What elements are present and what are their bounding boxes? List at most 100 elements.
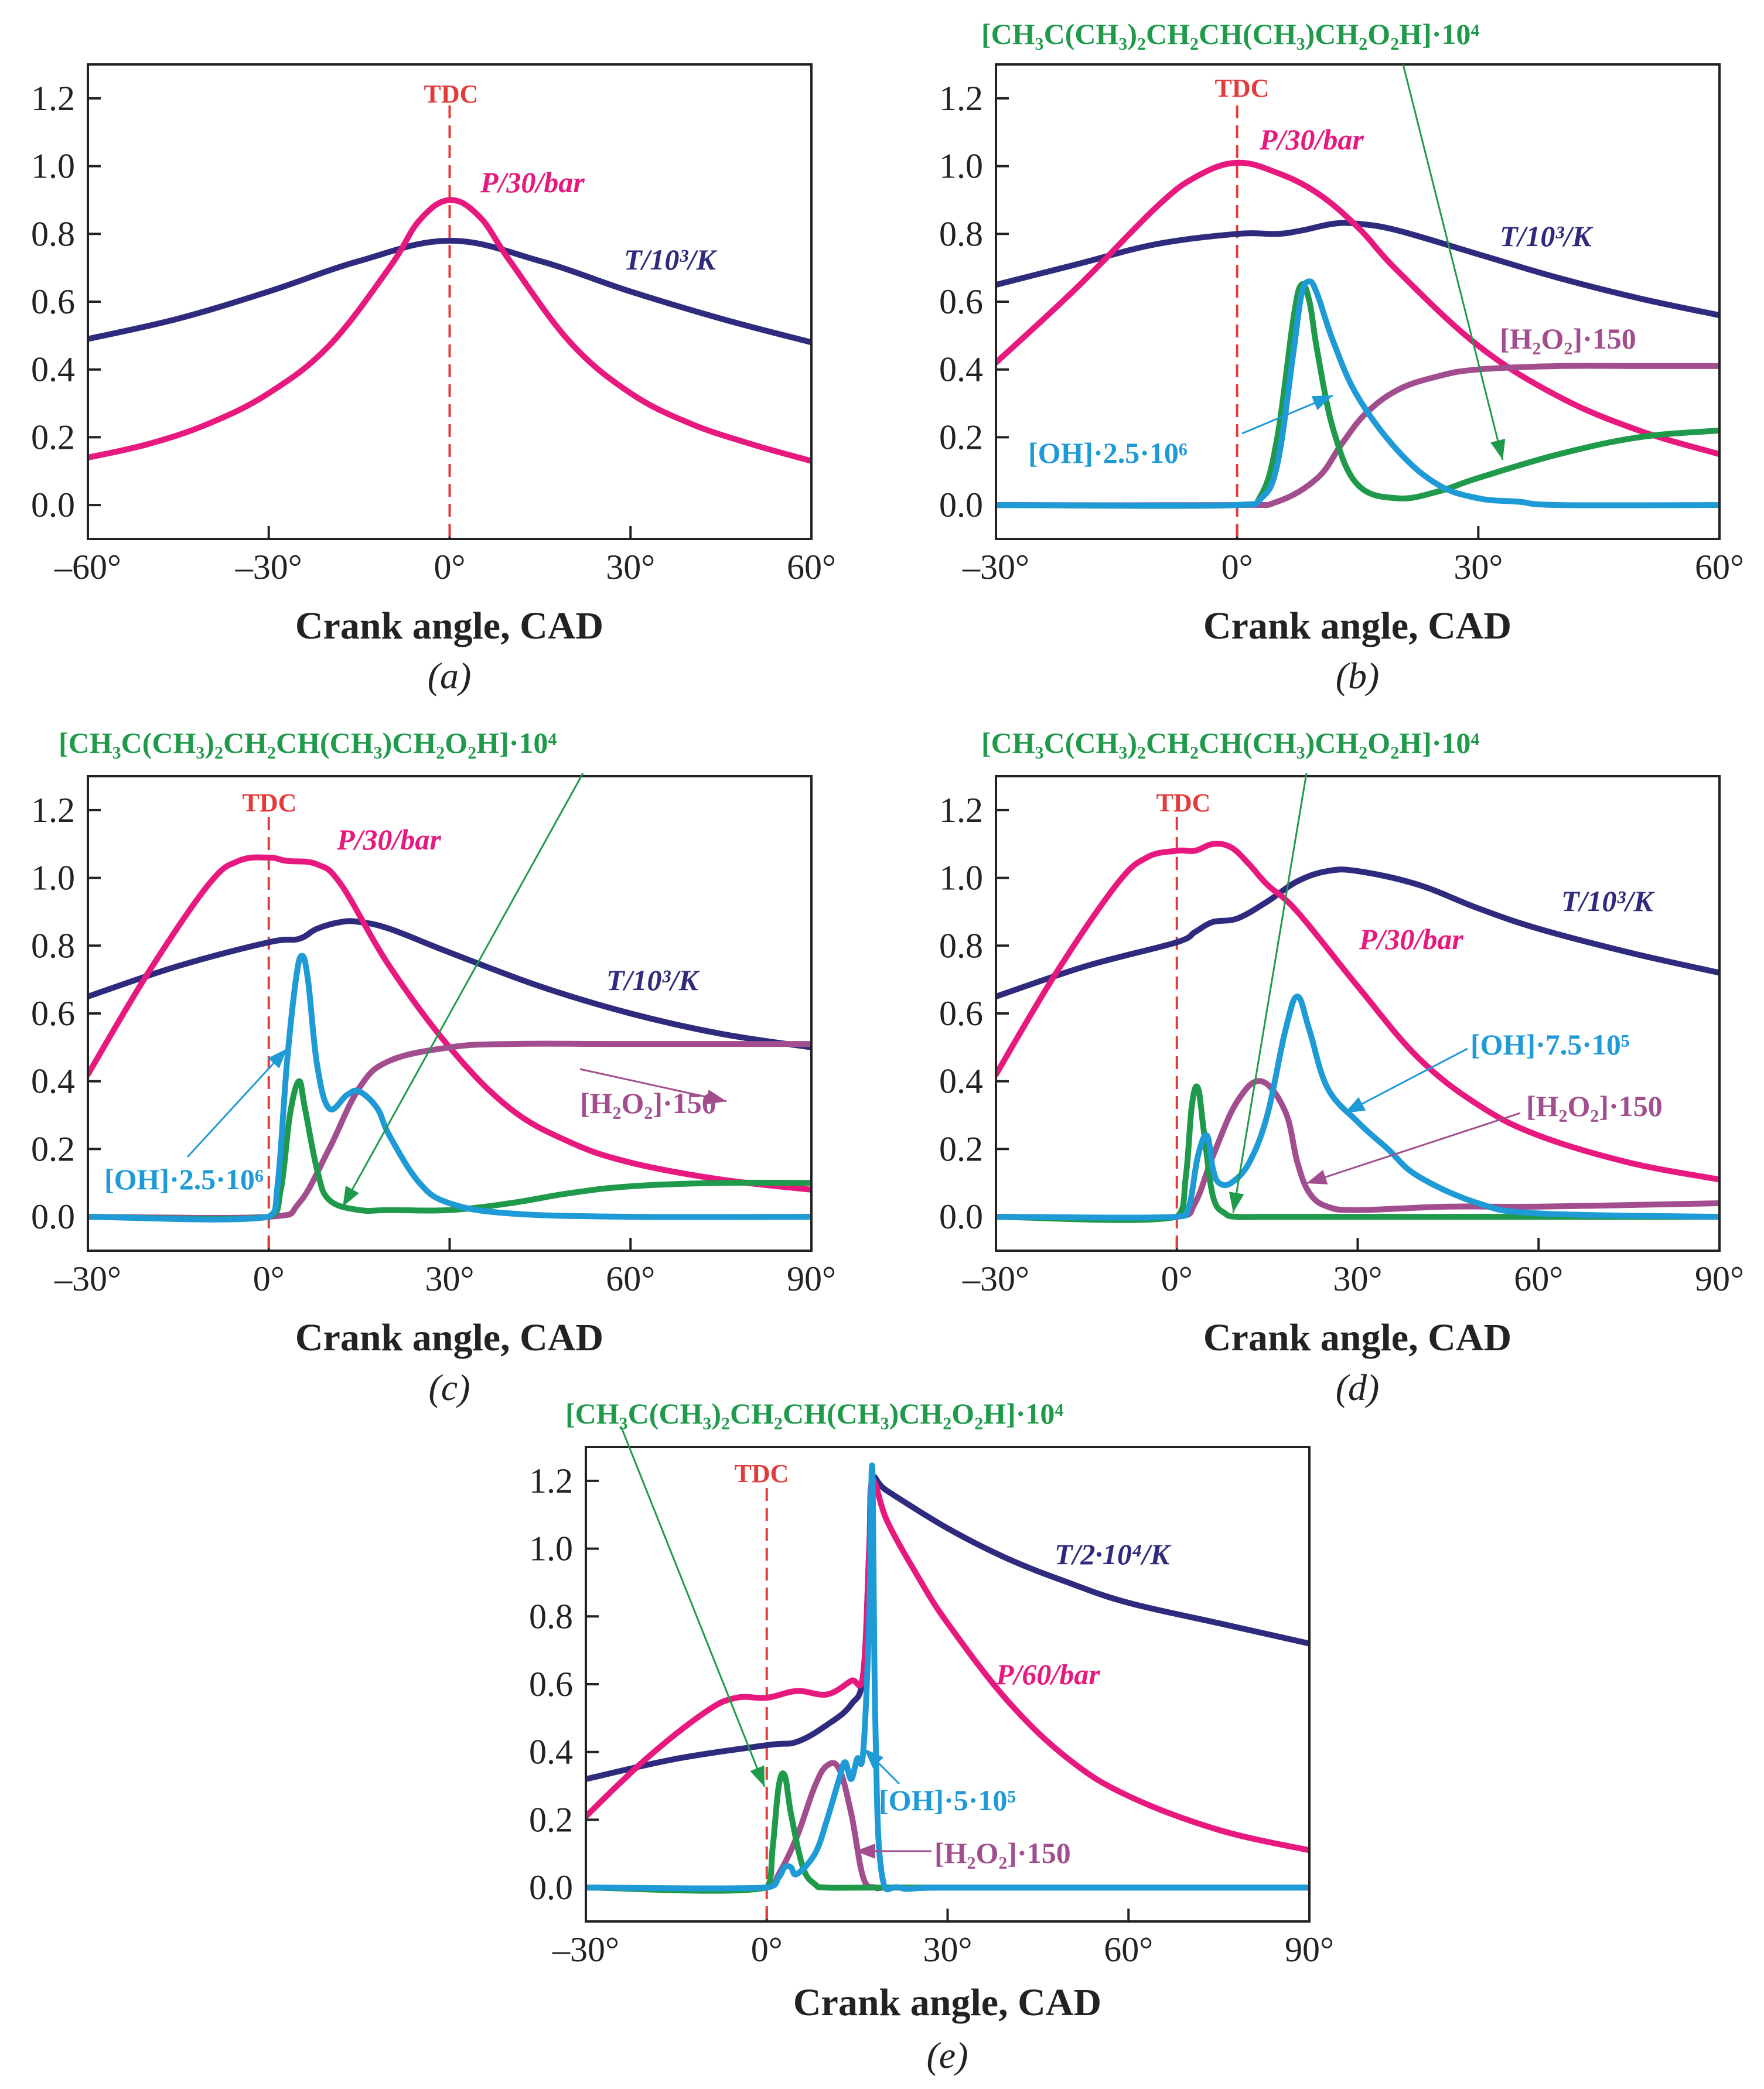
arrowhead xyxy=(268,1049,287,1069)
y-tick-label: 1.2 xyxy=(529,1462,573,1500)
tdc-label: TDC xyxy=(735,1459,789,1488)
panel-d: 0.0 0.2 0.4 0.6 0.8 1.0 1.2 –30° 0° 30° 60° 90° TDC… xyxy=(939,726,1744,1408)
tdc-label: TDC xyxy=(1156,789,1211,817)
label-h2o2: [H₂O₂]·150 xyxy=(1500,322,1636,355)
label-pressure: P/30/bar xyxy=(1359,923,1463,955)
y-tick-label: 0.4 xyxy=(939,1062,983,1101)
x-axis-label: Crank angle, CAD xyxy=(793,1981,1101,2024)
oh-leader-arrow xyxy=(1344,1047,1468,1114)
x-tick-label: 90° xyxy=(787,1259,836,1298)
tdc-label: TDC xyxy=(424,80,479,108)
y-tick-label: 0.4 xyxy=(31,1062,75,1101)
rooh-leader-arrow xyxy=(620,1426,766,1787)
y-tick-label: 0.0 xyxy=(31,486,75,524)
y-tick-label: 0.2 xyxy=(939,1129,983,1168)
y-tick-label: 0.4 xyxy=(31,350,75,389)
label-rooh: [CH₃C(CH₃)₂CH₂CH(CH₃)CH₂O₂H]·10⁴ xyxy=(981,726,1479,759)
panel-label: (a) xyxy=(428,655,472,697)
y-tick-label: 0.4 xyxy=(529,1733,573,1771)
y-tick-label: 0.8 xyxy=(31,214,75,253)
x-tick-label: –30° xyxy=(962,1259,1029,1298)
label-h2o2: [H₂O₂]·150 xyxy=(1526,1090,1663,1122)
x-tick-label: –30° xyxy=(962,548,1029,586)
plot-frame xyxy=(995,775,1721,1252)
x-axis-label: Crank angle, CAD xyxy=(295,1316,603,1359)
y-tick-label: 1.2 xyxy=(939,79,983,118)
arrowhead xyxy=(343,1186,359,1207)
label-temperature: T/10³/K xyxy=(606,964,700,996)
h2o2-leader-arrow xyxy=(1306,1112,1521,1185)
label-oh: [OH]·2.5·10⁶ xyxy=(1028,436,1188,469)
label-pressure: P/60/bar xyxy=(995,1658,1100,1691)
series-pressure-line xyxy=(996,159,1719,458)
arrowhead xyxy=(750,1765,765,1787)
series-h2o2-line xyxy=(88,1040,811,1221)
y-tick-label: 0.8 xyxy=(31,926,75,965)
arrowhead xyxy=(1311,395,1333,411)
y-tick-label: 1.0 xyxy=(939,859,983,897)
label-temperature: T/10³/K xyxy=(1561,885,1655,917)
x-tick-label: –30° xyxy=(54,1259,121,1298)
series-oh-line xyxy=(88,953,811,1223)
x-tick-label: 60° xyxy=(1695,548,1744,586)
plot-frame xyxy=(995,63,1721,540)
y-tick-label: 0.6 xyxy=(31,994,75,1033)
tdc-label: TDC xyxy=(243,789,297,817)
label-pressure: P/30/bar xyxy=(480,166,585,199)
label-pressure: P/30/bar xyxy=(336,823,441,856)
y-tick-label: 0.6 xyxy=(31,282,75,321)
arrowhead xyxy=(1229,1192,1244,1213)
series-oh-line xyxy=(996,994,1719,1221)
label-h2o2: [H₂O₂]·150 xyxy=(934,1837,1071,1869)
label-rooh: [CH₃C(CH₃)₂CH₂CH(CH₃)CH₂O₂H]·10⁴ xyxy=(981,18,1479,50)
panel-label: (d) xyxy=(1336,1367,1380,1408)
arrowhead xyxy=(864,1749,884,1769)
y-tick-label: 0.2 xyxy=(31,1129,75,1168)
y-tick-label: 1.0 xyxy=(529,1530,573,1568)
plot-frame xyxy=(585,1446,1311,1923)
y-tick-label: 0.4 xyxy=(939,350,983,389)
plot-frame xyxy=(87,63,813,540)
label-temperature: T/10³/K xyxy=(624,243,718,276)
panel-e: 0.0 0.2 0.4 0.6 0.8 1.0 1.2 –30° 0° 30° 60° 90° TDC… xyxy=(529,1397,1334,2076)
x-tick-label: 30° xyxy=(425,1259,475,1298)
series-temperature-line xyxy=(88,237,811,346)
y-tick-label: 0.8 xyxy=(939,926,983,965)
arrowhead xyxy=(1490,438,1506,460)
x-tick-label: 60° xyxy=(787,548,836,586)
panel-label: (b) xyxy=(1336,655,1380,697)
arrowhead xyxy=(1306,1170,1328,1185)
x-tick-label: –30° xyxy=(235,548,302,586)
y-tick-label: 0.6 xyxy=(939,282,983,321)
x-tick-label: –30° xyxy=(552,1930,619,1969)
series-pressure-line xyxy=(88,197,811,464)
y-tick-label: 0.6 xyxy=(529,1665,573,1704)
series-rooh-line xyxy=(996,1083,1719,1223)
series-oh-line xyxy=(996,278,1719,509)
y-tick-label: 1.2 xyxy=(31,791,75,830)
panel-a: 0.0 0.2 0.4 0.6 0.8 1.0 1.2 –60° –30° 0° 30° 60° TD… xyxy=(31,63,836,697)
label-rooh: [CH₃C(CH₃)₂CH₂CH(CH₃)CH₂O₂H]·10⁴ xyxy=(565,1397,1063,1430)
y-tick-label: 0.8 xyxy=(939,214,983,253)
plot-frame xyxy=(87,775,813,1252)
x-tick-label: 30° xyxy=(923,1930,973,1969)
label-temperature: T/2·10⁴/K xyxy=(1055,1538,1172,1571)
x-tick-label: 30° xyxy=(1333,1259,1383,1298)
y-tick-label: 1.0 xyxy=(939,147,983,186)
y-tick-label: 0.0 xyxy=(939,1197,983,1236)
y-tick-label: 0.0 xyxy=(31,1197,75,1236)
arrowhead xyxy=(1345,1097,1366,1113)
y-tick-label: 0.0 xyxy=(529,1868,573,1907)
x-tick-label: 0° xyxy=(434,548,466,586)
x-axis-label: Crank angle, CAD xyxy=(1203,605,1511,647)
x-axis-label: Crank angle, CAD xyxy=(295,605,603,647)
x-tick-label: 0° xyxy=(1161,1259,1193,1298)
arrowhead xyxy=(705,1090,726,1105)
y-tick-label: 0.2 xyxy=(529,1800,573,1839)
oh-leader-arrow xyxy=(186,1047,288,1158)
y-tick-label: 1.0 xyxy=(31,147,75,186)
series-rooh-line xyxy=(88,1078,811,1222)
label-oh: [OH]·7.5·10⁵ xyxy=(1470,1028,1630,1061)
series-temperature-line xyxy=(996,866,1719,1000)
